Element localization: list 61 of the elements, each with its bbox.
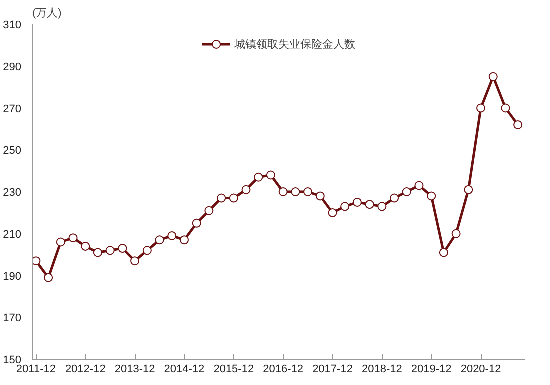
- point: [427, 192, 436, 201]
- point: [254, 172, 264, 182]
- y-tick-label: 270: [3, 103, 22, 116]
- y-tick-label: 190: [3, 270, 22, 283]
- x-tick-label: 2019-12: [411, 364, 452, 376]
- point: [501, 104, 510, 113]
- point: [328, 208, 338, 218]
- point: [106, 246, 115, 256]
- legend-label: 城镇领取失业保险金人数: [234, 38, 356, 52]
- point: [168, 231, 177, 240]
- point: [476, 104, 486, 113]
- point: [365, 200, 374, 210]
- point: [291, 188, 300, 196]
- point: [118, 244, 128, 254]
- x-tick-label: 2016-12: [263, 364, 304, 376]
- point: [414, 181, 424, 190]
- point: [390, 194, 400, 203]
- point: [452, 229, 461, 238]
- y-tick-label: 230: [3, 187, 22, 199]
- x-tick-label: 2012-12: [65, 364, 106, 376]
- x-tick-label: 2017-12: [312, 364, 353, 376]
- point: [340, 202, 350, 212]
- point: [32, 256, 41, 266]
- point: [378, 202, 387, 212]
- point: [217, 194, 226, 203]
- point: [514, 120, 523, 130]
- point: [229, 194, 238, 203]
- x-tick-label: 2018-12: [362, 364, 402, 376]
- point: [266, 170, 276, 180]
- y-tick-label: 150: [3, 354, 22, 366]
- point: [44, 273, 54, 282]
- y-tick-label: 170: [3, 312, 22, 325]
- point: [204, 206, 214, 216]
- point: [81, 242, 90, 251]
- point: [56, 238, 66, 247]
- point: [68, 234, 78, 243]
- x-tick-label: 2014-12: [164, 364, 205, 376]
- y-tick-label: 290: [3, 61, 22, 74]
- point: [488, 72, 498, 82]
- point: [142, 246, 152, 256]
- y-tick-label: 250: [3, 145, 22, 158]
- point: [278, 188, 288, 196]
- point: [130, 256, 140, 266]
- point: [242, 185, 251, 194]
- point: [316, 192, 325, 201]
- point: [352, 198, 362, 207]
- point: [304, 188, 313, 196]
- x-tick-label: 2013-12: [114, 364, 156, 376]
- point: [180, 236, 189, 245]
- point: [402, 188, 412, 196]
- x-tick-label: 2020-12: [460, 364, 502, 376]
- point: [93, 248, 102, 258]
- y-tick-label: 210: [3, 228, 22, 241]
- point: [155, 236, 164, 245]
- point: [464, 185, 474, 194]
- point: [439, 248, 448, 258]
- y-tick-label: 310: [3, 20, 22, 32]
- point: [192, 218, 202, 228]
- x-tick-label: 2015-12: [214, 364, 254, 376]
- y-axis-title: (万人): [32, 8, 62, 20]
- x-tick-label: 2011-12: [16, 364, 56, 376]
